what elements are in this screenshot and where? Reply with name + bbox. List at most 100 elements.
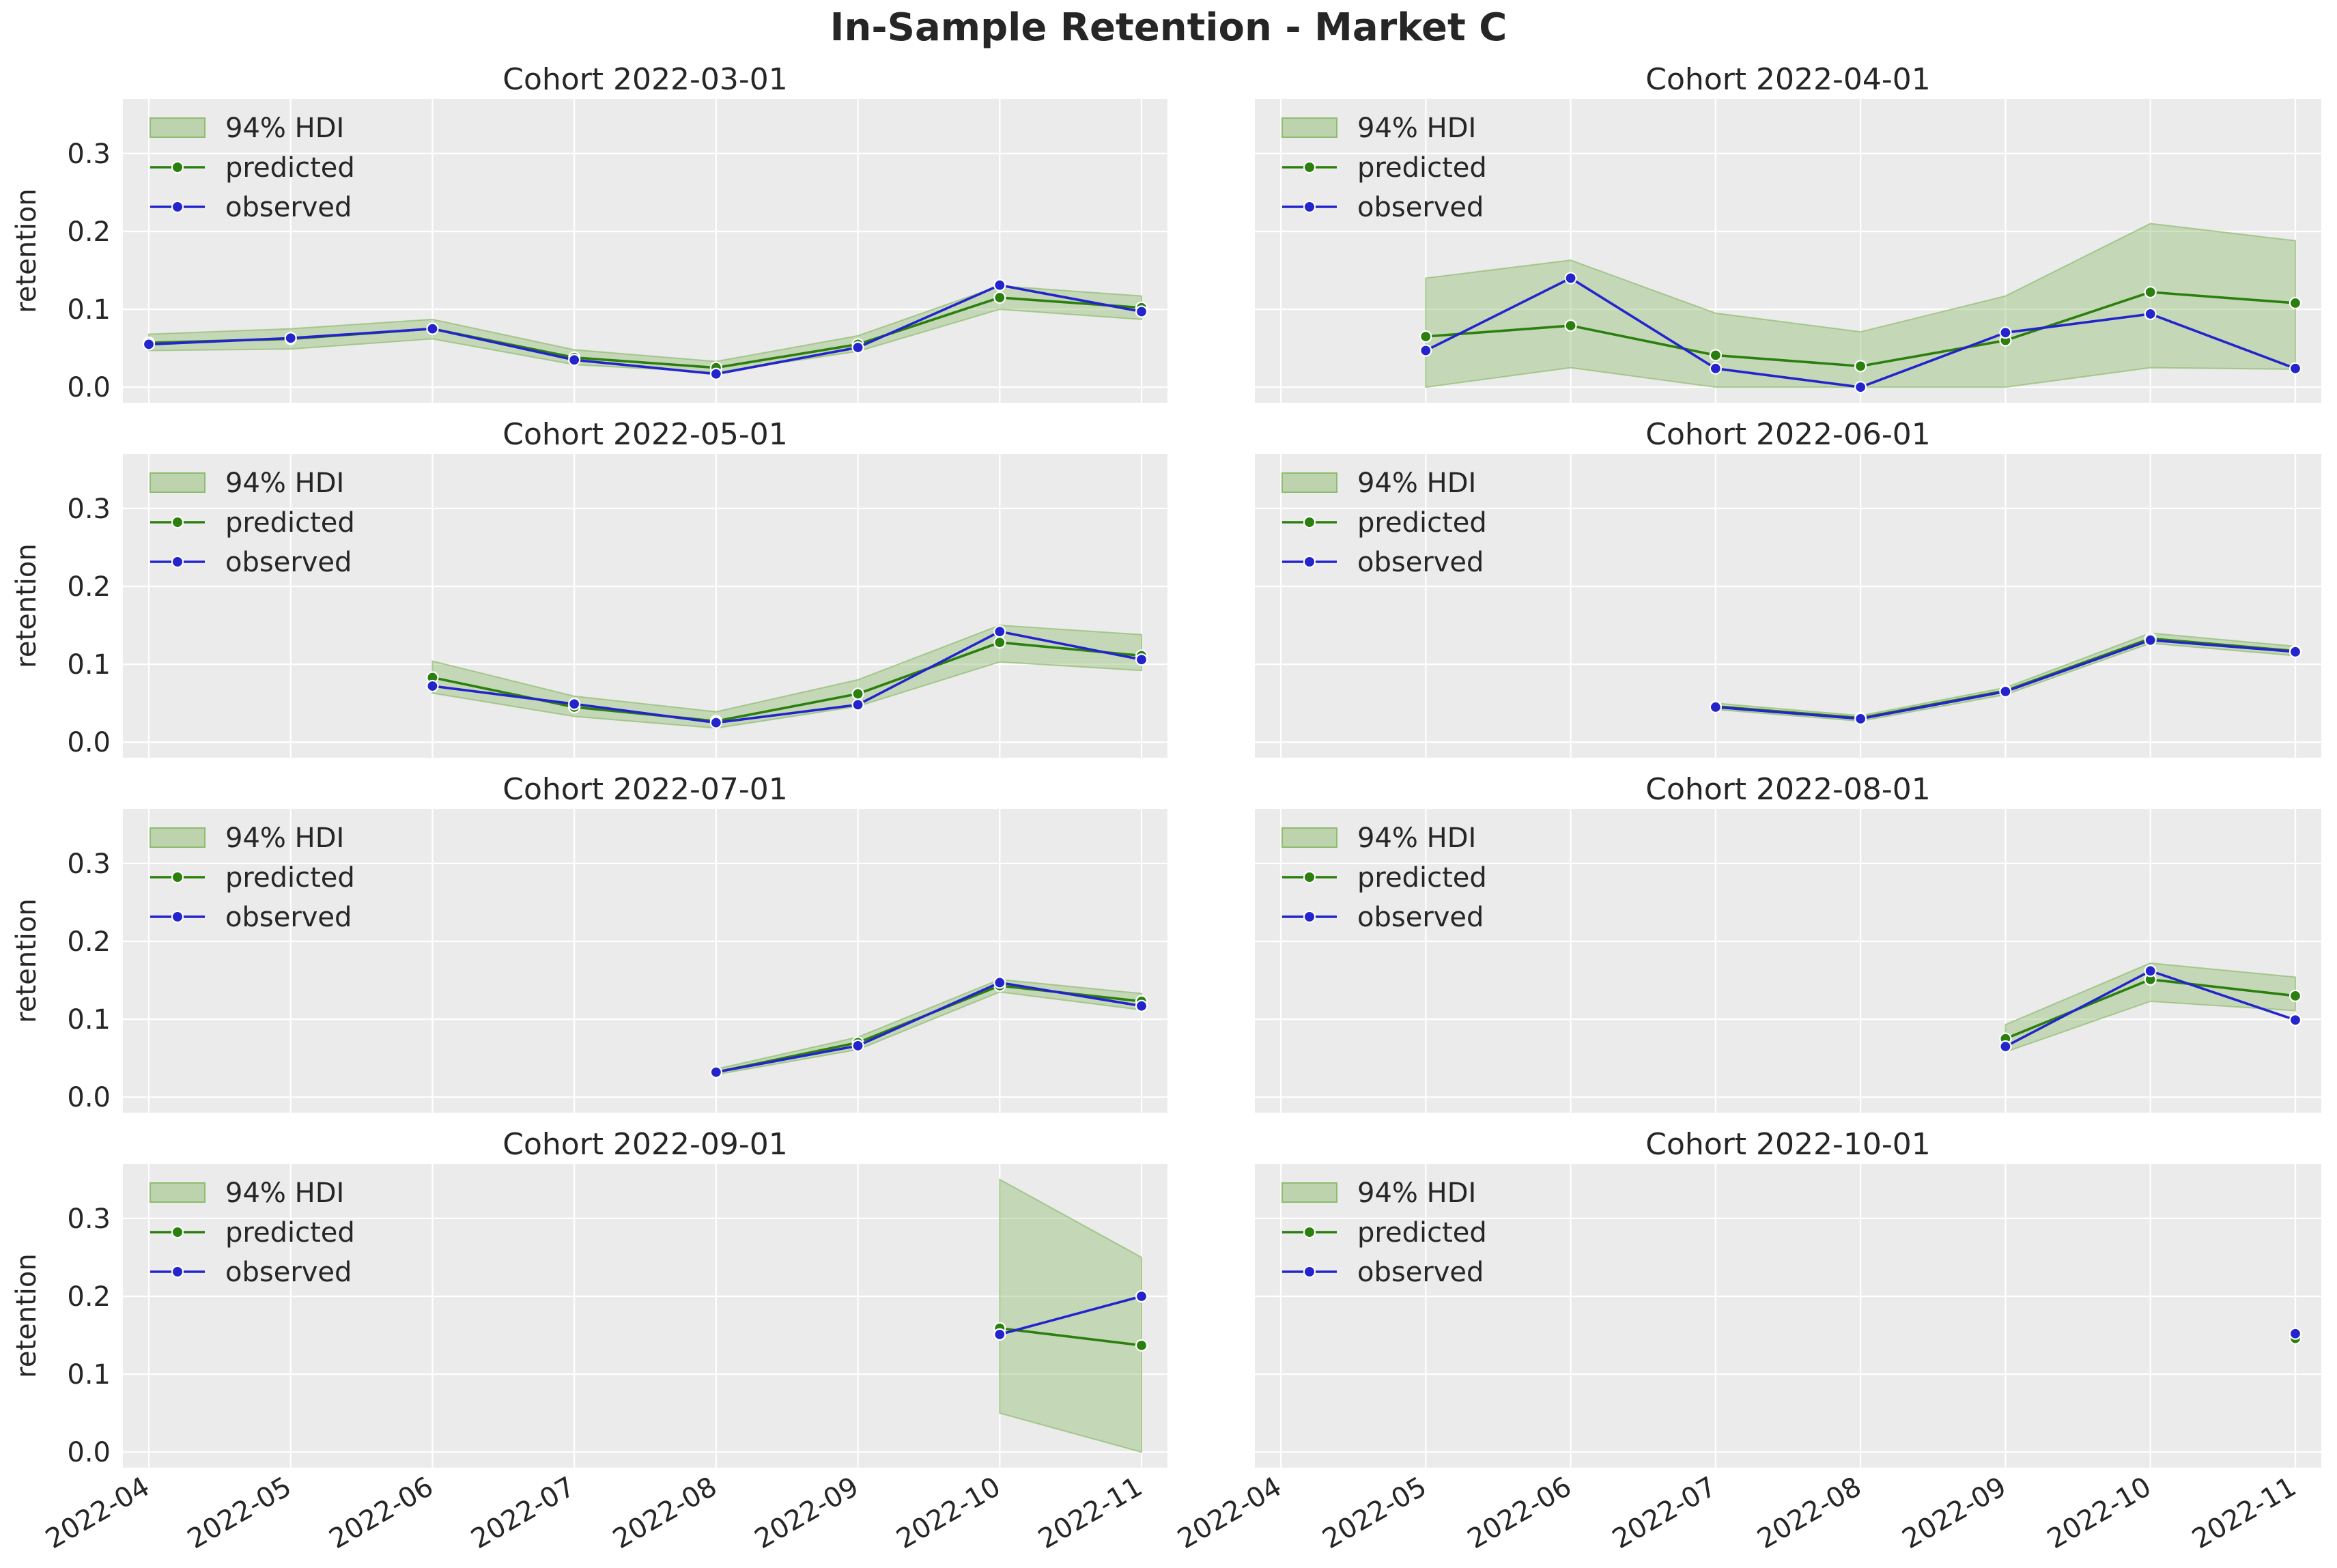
observed-point bbox=[1999, 685, 2012, 698]
x-tick-label: 2022-10 bbox=[892, 1471, 1006, 1555]
x-tick-label: 2022-11 bbox=[2187, 1471, 2301, 1555]
legend-hdi-label: 94% HDI bbox=[225, 1178, 344, 1209]
x-tick-label: 2022-07 bbox=[466, 1471, 580, 1555]
panel-title: Cohort 2022-07-01 bbox=[502, 772, 787, 807]
legend-observed-label: observed bbox=[1357, 902, 1484, 933]
legend-hdi-swatch bbox=[1281, 1182, 1337, 1203]
legend-predicted-label: predicted bbox=[225, 152, 355, 184]
observed-point bbox=[568, 698, 581, 711]
x-tick-label: 2022-10 bbox=[2042, 1471, 2157, 1555]
observed-point bbox=[993, 976, 1006, 989]
panel-background bbox=[123, 1164, 1167, 1468]
x-tick-label: 2022-08 bbox=[1752, 1471, 1867, 1555]
observed-point bbox=[993, 625, 1006, 638]
observed-point bbox=[993, 279, 1006, 291]
legend-observed-marker bbox=[171, 201, 184, 213]
legend-predicted-label: predicted bbox=[1357, 1217, 1487, 1249]
panel-cohort-7: 0.0 0.1 0.2 0.3 retention 2022-04 2022-05 2022-… bbox=[11, 1127, 1167, 1555]
legend-observed-marker bbox=[1303, 556, 1316, 568]
observed-point bbox=[709, 1066, 722, 1079]
observed-point bbox=[568, 354, 581, 367]
predicted-point bbox=[993, 636, 1006, 649]
x-tick-label: 2022-08 bbox=[608, 1471, 722, 1555]
legend-predicted-marker bbox=[1303, 516, 1316, 528]
observed-point bbox=[2144, 965, 2157, 978]
x-tick-label: 2022-09 bbox=[750, 1471, 864, 1555]
observed-line bbox=[999, 1295, 1142, 1336]
observed-point bbox=[1999, 1040, 2012, 1053]
legend-hdi-label: 94% HDI bbox=[1357, 113, 1476, 144]
legend-observed-marker bbox=[171, 556, 184, 568]
y-tick-label: 0.0 bbox=[67, 372, 111, 403]
observed-point bbox=[1135, 653, 1148, 666]
predicted-point bbox=[2289, 296, 2302, 310]
predicted-point bbox=[1564, 319, 1577, 332]
legend-hdi-swatch bbox=[1281, 472, 1337, 493]
legend-observed-marker bbox=[1303, 201, 1316, 213]
x-tick-label: 2022-04 bbox=[1172, 1471, 1287, 1555]
legend-hdi-label: 94% HDI bbox=[225, 468, 344, 499]
observed-point bbox=[2144, 633, 2157, 646]
legend-predicted-label: predicted bbox=[1357, 152, 1487, 184]
legend-hdi-label: 94% HDI bbox=[1357, 1178, 1476, 1209]
panel-cohort-5: 0.0 0.1 0.2 0.3 retention Cohort 2022-07-01 94… bbox=[11, 772, 1167, 1113]
predicted-point bbox=[1854, 360, 1867, 373]
panel-cohort-6: Cohort 2022-08-01 94% HDI predicted observe… bbox=[1255, 772, 2321, 1113]
observed-point bbox=[1135, 999, 1148, 1012]
y-tick-label: 0.1 bbox=[67, 1004, 111, 1036]
predicted-point bbox=[851, 687, 864, 700]
observed-point bbox=[709, 367, 722, 380]
legend-predicted-marker bbox=[171, 516, 184, 528]
panel-background bbox=[1255, 454, 2321, 758]
legend-observed-label: observed bbox=[1357, 547, 1484, 578]
panel-cohort-8: 2022-04 2022-05 2022-06 2022-07 2022-08 2022-… bbox=[1172, 1127, 2321, 1555]
panel-title: Cohort 2022-06-01 bbox=[1645, 417, 1930, 452]
x-tick-label: 2022-04 bbox=[40, 1471, 155, 1555]
observed-point bbox=[2289, 645, 2302, 658]
panel-cohort-2: Cohort 2022-04-01 94% HDI predicted observe… bbox=[1255, 62, 2321, 403]
panel-title: Cohort 2022-09-01 bbox=[502, 1127, 787, 1162]
observed-point bbox=[2289, 362, 2302, 375]
legend-predicted-label: predicted bbox=[225, 507, 355, 539]
panel-title: Cohort 2022-03-01 bbox=[502, 62, 787, 97]
y-tick-label: 0.3 bbox=[67, 1203, 111, 1235]
legend-observed-marker bbox=[171, 1266, 184, 1278]
legend-predicted-marker bbox=[1303, 871, 1316, 883]
observed-point bbox=[2144, 307, 2157, 321]
observed-point bbox=[1135, 1289, 1148, 1303]
y-axis-label: retention bbox=[11, 188, 42, 313]
observed-line bbox=[716, 981, 1142, 1074]
observed-point bbox=[1709, 362, 1722, 375]
predicted-point bbox=[1709, 349, 1722, 362]
legend-hdi-label: 94% HDI bbox=[1357, 468, 1476, 499]
y-tick-label: 0.2 bbox=[67, 571, 111, 603]
predicted-point bbox=[2289, 989, 2302, 1002]
figure-title: In-Sample Retention - Market C bbox=[830, 5, 1507, 50]
observed-line bbox=[148, 283, 1142, 375]
legend-observed-label: observed bbox=[225, 902, 352, 933]
legend-hdi-label: 94% HDI bbox=[225, 823, 344, 854]
x-tick-label: 2022-05 bbox=[1318, 1471, 1432, 1555]
hdi-band bbox=[148, 285, 1142, 373]
legend-observed-marker bbox=[171, 911, 184, 923]
observed-point bbox=[2289, 1014, 2302, 1027]
legend-predicted-marker bbox=[1303, 161, 1316, 173]
observed-point bbox=[851, 341, 864, 354]
legend-observed-label: observed bbox=[225, 1257, 352, 1288]
x-tick-label: 2022-05 bbox=[182, 1471, 297, 1555]
observed-line bbox=[432, 630, 1142, 724]
observed-point bbox=[1854, 381, 1867, 394]
panel-background bbox=[1255, 1164, 2321, 1468]
panel-title: Cohort 2022-10-01 bbox=[1645, 1127, 1930, 1162]
legend-hdi-label: 94% HDI bbox=[1357, 823, 1476, 854]
x-tick-label: 2022-09 bbox=[1897, 1471, 2012, 1555]
legend-predicted-label: predicted bbox=[1357, 507, 1487, 539]
x-tick-label: 2022-06 bbox=[324, 1471, 439, 1555]
observed-point bbox=[851, 698, 864, 711]
y-tick-label: 0.3 bbox=[67, 849, 111, 880]
legend-observed-label: observed bbox=[225, 547, 352, 578]
observed-point bbox=[284, 332, 297, 345]
legend-observed-label: observed bbox=[225, 192, 352, 223]
panel-title: Cohort 2022-08-01 bbox=[1645, 772, 1930, 807]
